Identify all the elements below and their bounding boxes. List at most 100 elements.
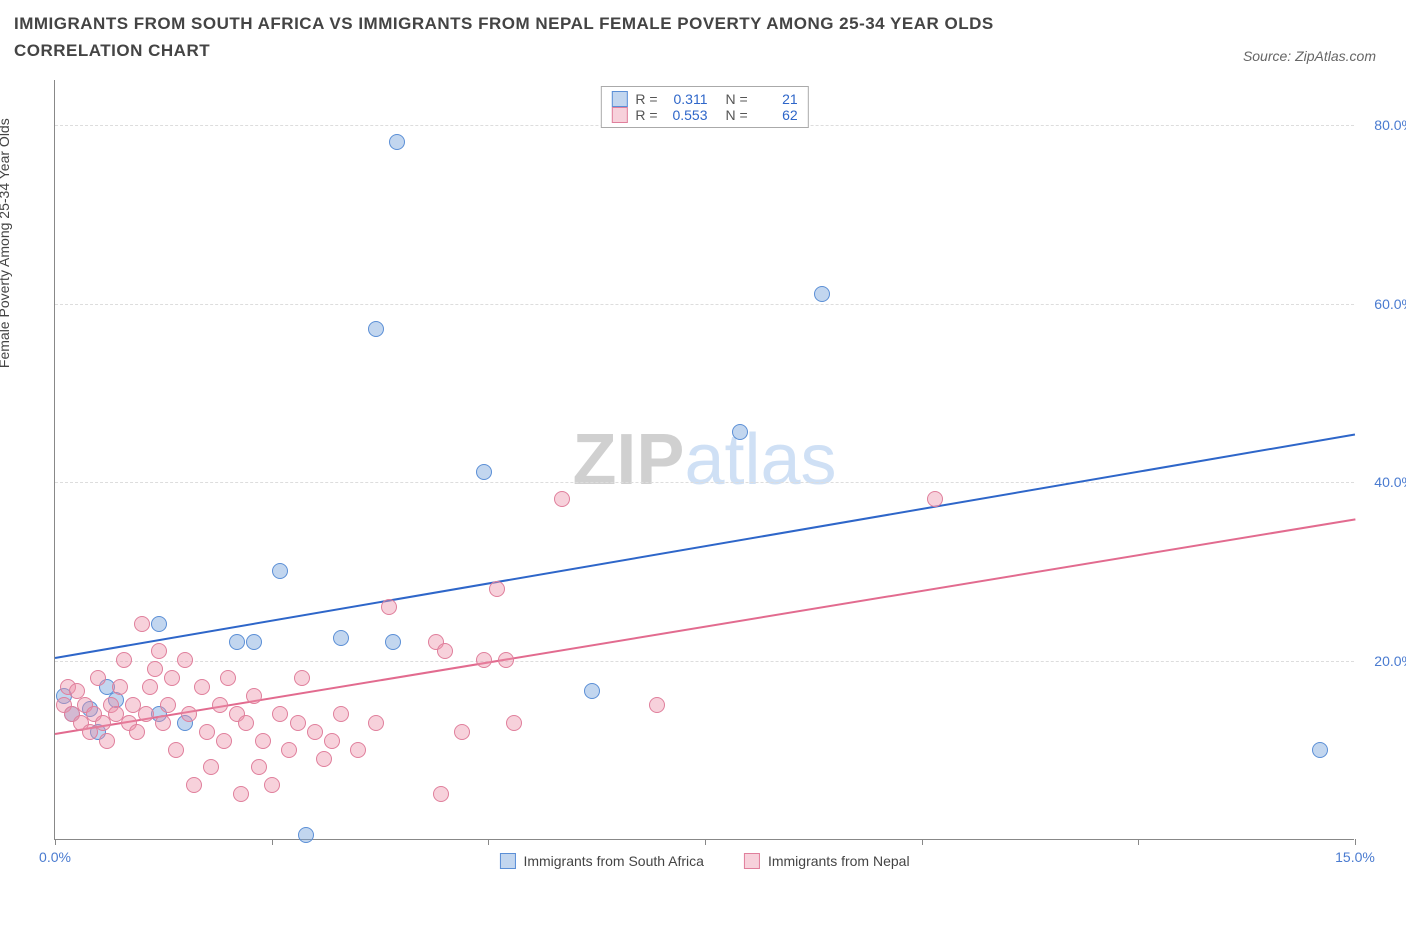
x-tick-label: 15.0% bbox=[1335, 849, 1375, 865]
data-point bbox=[272, 706, 288, 722]
data-point bbox=[246, 688, 262, 704]
data-point bbox=[138, 706, 154, 722]
data-point bbox=[476, 464, 492, 480]
data-point bbox=[99, 733, 115, 749]
r-label: R = bbox=[635, 91, 657, 107]
legend-swatch bbox=[611, 107, 627, 123]
data-point bbox=[385, 634, 401, 650]
data-point bbox=[255, 733, 271, 749]
chart-container: Female Poverty Among 25-34 Year Olds ZIP… bbox=[14, 80, 1392, 890]
chart-title: IMMIGRANTS FROM SOUTH AFRICA VS IMMIGRAN… bbox=[14, 10, 1114, 64]
watermark-zip: ZIP bbox=[572, 420, 684, 500]
n-value: 62 bbox=[756, 107, 798, 123]
legend-label: Immigrants from Nepal bbox=[768, 853, 910, 869]
data-point bbox=[368, 715, 384, 731]
data-point bbox=[164, 670, 180, 686]
data-point bbox=[316, 751, 332, 767]
x-tick-mark bbox=[922, 839, 923, 845]
legend-swatch bbox=[499, 853, 515, 869]
data-point bbox=[147, 661, 163, 677]
data-point bbox=[90, 670, 106, 686]
r-value: 0.311 bbox=[666, 91, 708, 107]
data-point bbox=[194, 679, 210, 695]
data-point bbox=[333, 630, 349, 646]
data-point bbox=[294, 670, 310, 686]
data-point bbox=[498, 652, 514, 668]
series-legend: Immigrants from South Africa Immigrants f… bbox=[499, 853, 909, 869]
data-point bbox=[272, 563, 288, 579]
data-point bbox=[199, 724, 215, 740]
r-value: 0.553 bbox=[666, 107, 708, 123]
data-point bbox=[168, 742, 184, 758]
data-point bbox=[186, 777, 202, 793]
data-point bbox=[489, 581, 505, 597]
y-axis-label: Female Poverty Among 25-34 Year Olds bbox=[0, 118, 12, 368]
data-point bbox=[129, 724, 145, 740]
data-point bbox=[246, 634, 262, 650]
data-point bbox=[264, 777, 280, 793]
data-point bbox=[433, 786, 449, 802]
x-tick-mark bbox=[1355, 839, 1356, 845]
data-point bbox=[437, 643, 453, 659]
watermark: ZIPatlas bbox=[572, 419, 836, 501]
data-point bbox=[151, 616, 167, 632]
data-point bbox=[229, 634, 245, 650]
grid-line bbox=[55, 304, 1354, 305]
data-point bbox=[220, 670, 236, 686]
stats-legend: R = 0.311 N = 21 R = 0.553 N = 62 bbox=[600, 86, 808, 128]
grid-line bbox=[55, 482, 1354, 483]
chart-header: IMMIGRANTS FROM SOUTH AFRICA VS IMMIGRAN… bbox=[0, 0, 1406, 64]
data-point bbox=[181, 706, 197, 722]
data-point bbox=[298, 827, 314, 843]
y-tick-label: 40.0% bbox=[1374, 474, 1406, 490]
watermark-atlas: atlas bbox=[684, 420, 836, 500]
x-tick-mark bbox=[705, 839, 706, 845]
scatter-plot: ZIPatlas R =0.311N =21R =0.553N =62 Immi… bbox=[54, 80, 1354, 840]
data-point bbox=[350, 742, 366, 758]
data-point bbox=[454, 724, 470, 740]
data-point bbox=[554, 491, 570, 507]
series-legend-item: Immigrants from Nepal bbox=[744, 853, 910, 869]
legend-label: Immigrants from South Africa bbox=[523, 853, 704, 869]
x-tick-label: 0.0% bbox=[39, 849, 71, 865]
data-point bbox=[160, 697, 176, 713]
n-label: N = bbox=[726, 107, 748, 123]
x-tick-mark bbox=[488, 839, 489, 845]
n-label: N = bbox=[726, 91, 748, 107]
data-point bbox=[203, 759, 219, 775]
data-point bbox=[233, 786, 249, 802]
legend-swatch bbox=[611, 91, 627, 107]
data-point bbox=[927, 491, 943, 507]
data-point bbox=[155, 715, 171, 731]
y-tick-label: 20.0% bbox=[1374, 653, 1406, 669]
data-point bbox=[290, 715, 306, 731]
data-point bbox=[142, 679, 158, 695]
data-point bbox=[1312, 742, 1328, 758]
stats-legend-row: R = 0.553 N = 62 bbox=[611, 107, 797, 123]
data-point bbox=[476, 652, 492, 668]
data-point bbox=[112, 679, 128, 695]
legend-swatch bbox=[744, 853, 760, 869]
data-point bbox=[216, 733, 232, 749]
data-point bbox=[368, 321, 384, 337]
data-point bbox=[134, 616, 150, 632]
data-point bbox=[333, 706, 349, 722]
series-legend-item: Immigrants from South Africa bbox=[499, 853, 704, 869]
data-point bbox=[251, 759, 267, 775]
grid-line bbox=[55, 661, 1354, 662]
data-point bbox=[238, 715, 254, 731]
data-point bbox=[307, 724, 323, 740]
data-point bbox=[212, 697, 228, 713]
data-point bbox=[389, 134, 405, 150]
data-point bbox=[584, 683, 600, 699]
source-label: Source: ZipAtlas.com bbox=[1243, 48, 1376, 64]
data-point bbox=[116, 652, 132, 668]
r-label: R = bbox=[635, 107, 657, 123]
n-value: 21 bbox=[756, 91, 798, 107]
y-tick-label: 80.0% bbox=[1374, 117, 1406, 133]
x-tick-mark bbox=[1138, 839, 1139, 845]
data-point bbox=[177, 652, 193, 668]
data-point bbox=[324, 733, 340, 749]
y-tick-label: 60.0% bbox=[1374, 296, 1406, 312]
stats-legend-row: R = 0.311 N = 21 bbox=[611, 91, 797, 107]
